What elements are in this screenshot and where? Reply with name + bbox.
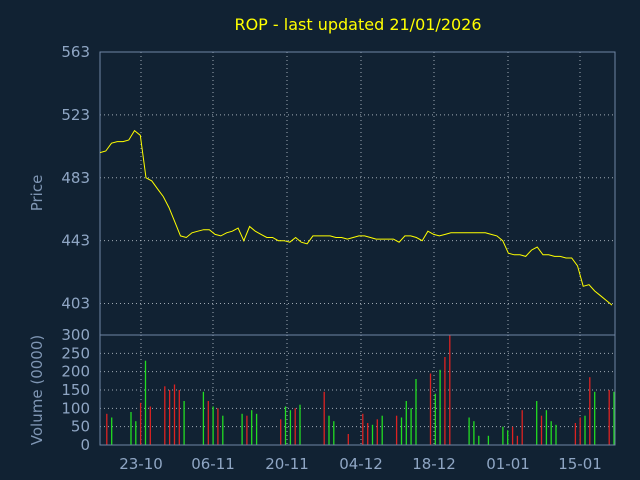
volume-tick-label: 100 [61, 399, 90, 417]
volume-tick-label: 300 [61, 326, 90, 344]
price-frame [99, 51, 616, 336]
price-tick-label: 483 [61, 169, 90, 187]
volume-bars [106, 335, 615, 445]
x-tick-label: 01-01 [486, 455, 530, 473]
volume-tick-label: 200 [61, 363, 90, 381]
x-tick-label: 20-11 [265, 455, 309, 473]
volume-tick-label: 0 [80, 436, 90, 454]
price-axis-label: Price [28, 175, 46, 212]
volume-grid [100, 335, 615, 445]
x-tick-label: 23-10 [119, 455, 163, 473]
x-tick-label: 06-11 [191, 455, 235, 473]
chart-title: ROP - last updated 21/01/2026 [234, 15, 481, 34]
x-tick-label: 04-12 [339, 455, 383, 473]
price-tick-label: 443 [61, 232, 90, 250]
price-grid [100, 52, 615, 335]
price-line [99, 129, 613, 306]
volume-axis-label: Volume (0000) [28, 335, 46, 445]
price-panel: 563 523 483 443 403 Price [28, 43, 616, 336]
price-tick-label: 523 [61, 106, 90, 124]
volume-tick-label: 250 [61, 344, 90, 362]
price-tick-label: 403 [61, 295, 90, 313]
x-axis-ticks: 23-10 06-11 20-11 04-12 18-12 01-01 15-01 [119, 455, 602, 473]
volume-frame [99, 334, 616, 446]
price-tick-label: 563 [61, 43, 90, 61]
volume-tick-label: 150 [61, 381, 90, 399]
volume-tick-label: 50 [71, 418, 90, 436]
x-tick-label: 18-12 [412, 455, 456, 473]
x-tick-label: 15-01 [558, 455, 602, 473]
price-y-ticks: 563 523 483 443 403 [61, 43, 90, 313]
